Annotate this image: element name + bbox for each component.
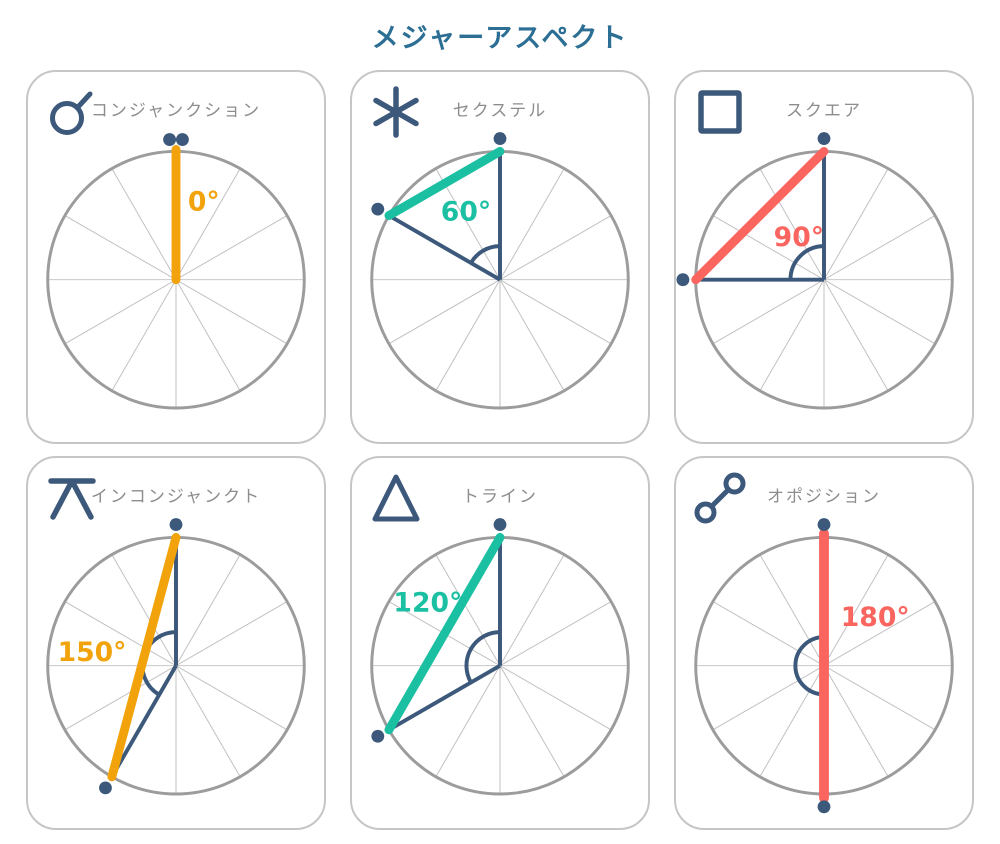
aspect-wheel-conjunction: 0° <box>46 133 306 410</box>
inconjunct-icon <box>48 478 96 520</box>
planet-dot <box>176 133 189 146</box>
angle-arc <box>464 630 501 684</box>
card-opposition: オポジション 180° <box>674 456 974 830</box>
angle-arm <box>387 213 501 282</box>
card-trine: トライン 120° <box>350 456 650 830</box>
card-title: インコンジャンクト <box>90 487 262 507</box>
planet-dot <box>817 800 831 814</box>
card-square: スクエア 90° <box>674 70 974 444</box>
trine-icon <box>372 474 420 522</box>
planet-dot <box>163 133 176 146</box>
planet-dot <box>371 729 385 743</box>
opposition-icon <box>694 472 746 524</box>
page-title: メジャーアスペクト <box>371 23 629 54</box>
angle-arc <box>788 244 825 280</box>
angle-arm <box>110 664 178 778</box>
planet-dot <box>169 518 183 532</box>
aspect-wheel-square: 90° <box>676 132 954 410</box>
angle-arc <box>793 635 825 697</box>
degree-label-trine: 120° <box>393 587 462 618</box>
square-icon <box>698 90 742 134</box>
aspect-line <box>107 532 181 782</box>
card-sextile: セクステル 60° <box>350 70 650 444</box>
planet-dot <box>493 132 507 146</box>
aspect-wheel-inconjunct: 150° <box>46 518 306 796</box>
aspect-line <box>691 146 829 285</box>
aspect-wheel-trine: 120° <box>370 518 630 796</box>
sextile-icon <box>373 86 419 138</box>
aspect-wheel-opposition: 180° <box>694 518 954 814</box>
aspect-wheel-sextile: 60° <box>370 132 630 410</box>
planet-dot <box>371 202 385 216</box>
card-title: オポジション <box>767 487 881 507</box>
angle-arc <box>469 244 501 264</box>
aspect-line <box>384 146 505 220</box>
card-title: トライン <box>462 487 538 507</box>
planet-dot <box>99 781 112 795</box>
card-conjunction: コンジャンクション 0° <box>26 70 326 444</box>
angle-arm <box>387 663 501 732</box>
planet-dot <box>817 132 831 146</box>
degree-label-sextile: 60° <box>441 196 491 227</box>
conjunction-icon <box>50 91 93 135</box>
planet-dot <box>493 518 507 532</box>
degree-label-opposition: 180° <box>841 602 910 633</box>
degree-label-square: 90° <box>774 222 824 253</box>
planet-dot <box>676 273 690 287</box>
degree-label-inconjunct: 150° <box>58 637 127 668</box>
degree-label-conjunction: 0° <box>188 187 220 218</box>
card-inconjunct: インコンジャンクト 150° <box>26 456 326 830</box>
card-title: コンジャンクション <box>90 101 262 121</box>
card-title: スクエア <box>786 101 862 121</box>
card-title: セクステル <box>452 101 548 121</box>
planet-dot <box>817 518 831 532</box>
aspect-line <box>384 532 505 735</box>
aspect-card-grid: コンジャンクション 0° セクステル 60° スクエア 90° インコンジャンク… <box>0 52 1000 830</box>
